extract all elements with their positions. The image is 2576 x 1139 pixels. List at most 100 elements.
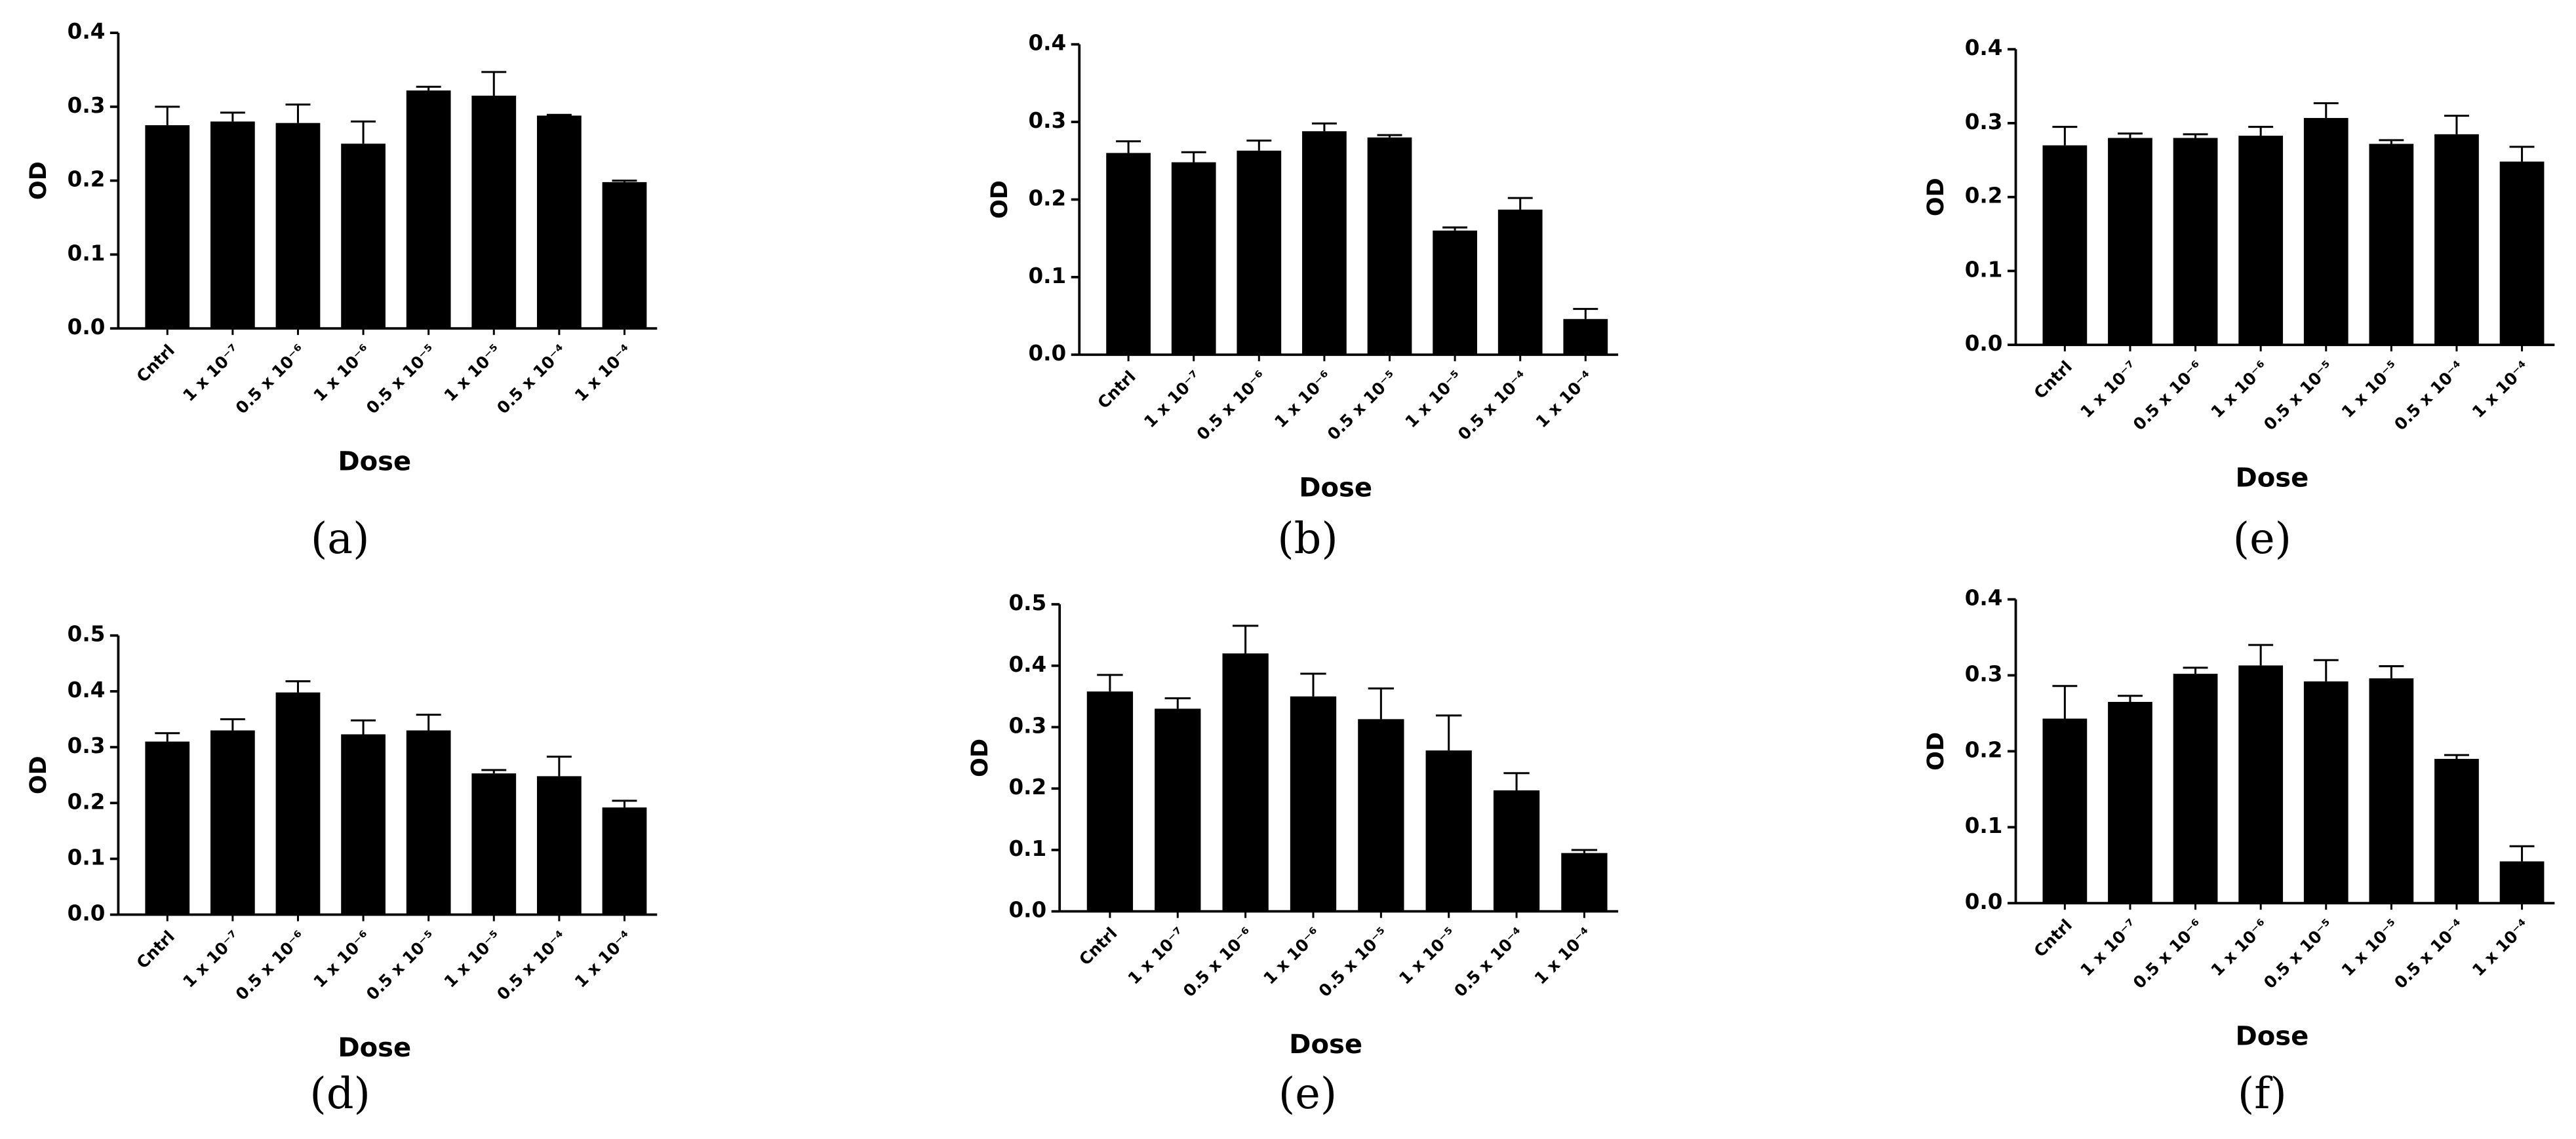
error-bar	[1377, 134, 1402, 138]
y-tick-label: 0.1	[68, 845, 106, 870]
error-bar	[155, 106, 180, 126]
error-bar	[351, 120, 376, 144]
error-bar	[285, 103, 311, 123]
y-tick-label: 0.1	[1008, 836, 1046, 861]
y-tick-label: 0.3	[1965, 109, 2003, 134]
bar	[1425, 750, 1472, 912]
bar	[2303, 118, 2348, 345]
error-bar	[1571, 849, 1598, 853]
error-bar	[2509, 145, 2535, 162]
bar	[1358, 719, 1404, 912]
x-tick-label: 0.5 x 10⁻⁴	[493, 927, 570, 1003]
x-tick-label: 0.5 x 10⁻⁶	[232, 927, 309, 1003]
bar	[1302, 131, 1347, 355]
y-tick-label: 0.4	[1965, 586, 2003, 611]
x-tick-label: Cntrl	[1075, 923, 1120, 969]
x-tick-label: 1 x 10⁻⁵	[2338, 916, 2402, 980]
x-axis-label: Dose	[338, 447, 411, 477]
bar	[145, 741, 190, 915]
bar	[1497, 209, 1543, 355]
error-bar	[1164, 697, 1191, 709]
error-bar	[155, 732, 180, 742]
x-tick-label: Cntrl	[2031, 916, 2076, 961]
error-bar	[1442, 226, 1468, 231]
y-tick-label: 0.5	[1008, 590, 1046, 615]
bar	[1155, 708, 1201, 912]
bar	[406, 90, 451, 329]
error-bar	[1300, 672, 1326, 697]
y-tick-label: 0.3	[68, 93, 106, 118]
x-tick-label: 0.5 x 10⁻⁶	[1179, 923, 1256, 1000]
y-axis-label: OD	[25, 756, 52, 794]
y-tick-label: 0.0	[68, 315, 106, 339]
y-tick-label: 0.0	[1965, 331, 2003, 356]
x-tick-label: 1 x 10⁻⁴	[571, 341, 635, 405]
error-bar	[2183, 133, 2208, 138]
bar	[537, 776, 582, 915]
x-tick-label: 0.5 x 10⁻⁵	[363, 927, 439, 1003]
error-bar	[2248, 126, 2274, 136]
x-tick-label: 1 x 10⁻⁵	[1401, 367, 1465, 431]
x-tick-label: 1 x 10⁻⁴	[1532, 367, 1596, 431]
error-bar	[1507, 197, 1533, 210]
bar	[406, 730, 451, 915]
error-bar	[2379, 139, 2404, 144]
bar	[2173, 138, 2218, 345]
bar	[602, 807, 647, 915]
bar	[1561, 853, 1608, 912]
bar	[1086, 691, 1134, 912]
x-tick-label: 0.5 x 10⁻⁴	[2390, 357, 2467, 434]
y-tick-label: 0.4	[68, 19, 106, 44]
x-tick-label: 0.5 x 10⁻⁵	[2260, 357, 2337, 434]
x-axis-label: Dose	[2235, 1022, 2308, 1052]
error-bar	[481, 71, 507, 96]
bar	[1563, 319, 1608, 355]
y-axis-label: OD	[966, 739, 993, 777]
bar	[2434, 134, 2479, 345]
panel-caption: (e)	[1278, 1070, 1337, 1119]
x-axis-label: Dose	[2235, 463, 2308, 493]
error-bar	[2117, 132, 2143, 138]
bar	[1106, 153, 1151, 355]
x-tick-label: 1 x 10⁻⁶	[309, 341, 374, 405]
x-tick-label: 1 x 10⁻⁷	[179, 927, 243, 991]
error-bar	[1097, 674, 1123, 692]
x-tick-label: 0.5 x 10⁻⁵	[363, 341, 439, 417]
x-tick-label: 1 x 10⁻⁷	[2076, 916, 2141, 980]
x-tick-label: 1 x 10⁻⁶	[2208, 916, 2272, 980]
panel-caption: (d)	[309, 1070, 370, 1119]
x-tick-label: 1 x 10⁻⁴	[2468, 357, 2533, 421]
bar	[2108, 138, 2152, 345]
panel-caption: (a)	[311, 514, 370, 564]
y-tick-label: 0.4	[1029, 31, 1067, 56]
x-tick-label: 1 x 10⁻⁴	[2468, 916, 2533, 980]
x-tick-label: 1 x 10⁻⁷	[2076, 357, 2141, 421]
panel-caption: (f)	[2238, 1070, 2287, 1119]
error-bar	[1181, 151, 1206, 163]
y-tick-label: 0.3	[1029, 108, 1067, 133]
error-bar	[2248, 644, 2274, 666]
x-tick-label: Cntrl	[133, 341, 178, 386]
error-bar	[416, 714, 441, 731]
error-bar	[2379, 665, 2404, 679]
x-tick-label: 0.5 x 10⁻⁵	[1324, 367, 1400, 444]
x-axis-label: Dose	[1289, 1030, 1362, 1060]
error-bar	[612, 180, 637, 182]
bar	[1433, 230, 1477, 355]
error-bar	[1116, 140, 1141, 153]
error-bar	[2183, 666, 2208, 674]
x-tick-label: 1 x 10⁻⁵	[1395, 923, 1459, 988]
bar	[2499, 161, 2545, 345]
y-tick-label: 0.1	[1029, 263, 1067, 288]
panel-caption: (e)	[2233, 514, 2291, 564]
error-bar	[2052, 685, 2078, 719]
bar	[275, 692, 321, 915]
error-bar	[2052, 126, 2078, 145]
bar	[602, 182, 647, 329]
error-bar	[285, 680, 311, 693]
bar	[2369, 144, 2414, 345]
